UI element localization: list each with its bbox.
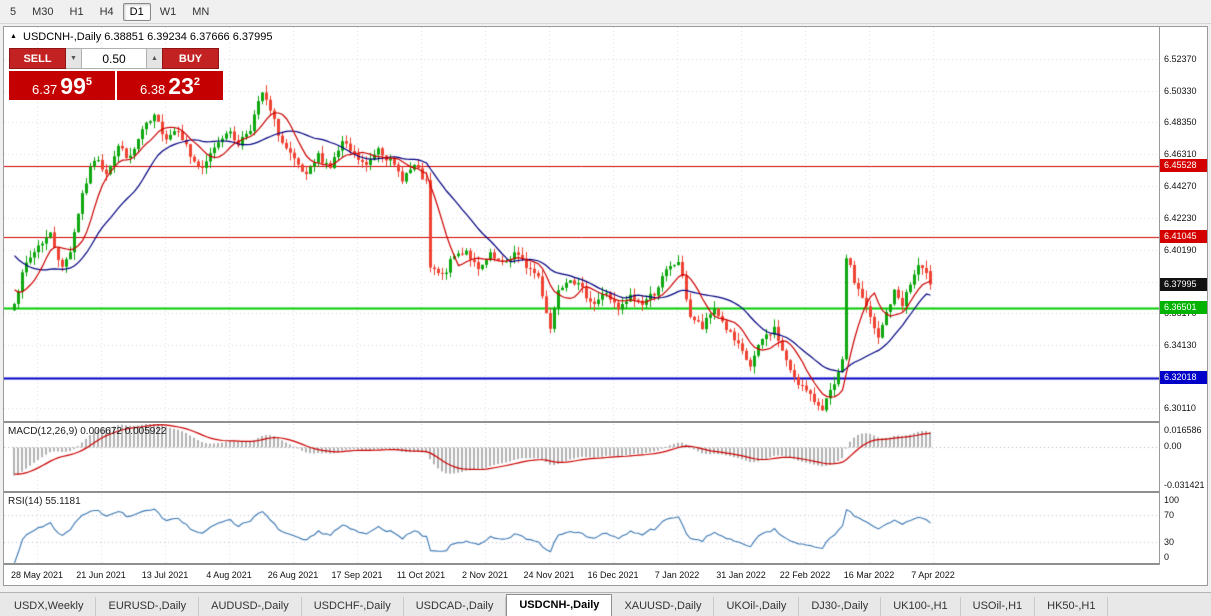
macd-axis-bottom: -0.031421 xyxy=(1164,480,1205,490)
chart-title: ▲ USDCNH-,Daily 6.38851 6.39234 6.37666 … xyxy=(10,31,273,43)
sell-price-big: 99 xyxy=(60,73,86,100)
date-label: 2 Nov 2021 xyxy=(461,570,509,580)
chart-tab-hk50-h1[interactable]: HK50-,H1 xyxy=(1035,597,1109,616)
collapse-panel-icon[interactable]: ▲ xyxy=(10,33,17,40)
timeframe-button-w1[interactable]: W1 xyxy=(159,5,177,18)
macd-axis-top: 0.016586 xyxy=(1164,425,1202,435)
price-axis[interactable]: 6.52370 6.50330 6.48350 6.46310 6.44270 6.422… xyxy=(1159,27,1207,565)
price-badge-6.36501: 6.36501 xyxy=(1160,300,1207,314)
chart-tab-uk100-h1[interactable]: UK100-,H1 xyxy=(881,597,961,616)
chart-tab-usdx-weekly[interactable]: USDX,Weekly xyxy=(2,597,97,616)
timeframe-button-h1[interactable]: H1 xyxy=(69,5,84,18)
timeframe-button-h4[interactable]: H4 xyxy=(99,5,114,18)
macd-indicator-canvas[interactable] xyxy=(4,424,1159,491)
price-axis-label: 6.34130 xyxy=(1164,340,1197,351)
rsi-indicator-canvas[interactable] xyxy=(4,494,1159,563)
chart-window: ▲ USDCNH-,Daily 6.38851 6.39234 6.37666 … xyxy=(3,26,1208,586)
volume-input[interactable] xyxy=(81,48,147,69)
date-label: 22 Feb 2022 xyxy=(779,570,831,580)
rsi-axis-label: 70 xyxy=(1164,509,1175,520)
date-label: 7 Apr 2022 xyxy=(911,570,955,580)
panel-separator[interactable] xyxy=(4,563,1207,565)
price-axis-label: 6.46310 xyxy=(1164,148,1197,159)
buy-price-big: 23 xyxy=(168,73,194,100)
price-axis-label: 6.52370 xyxy=(1164,53,1197,64)
macd-label: MACD(12,26,9) 0.006672 0.005922 xyxy=(8,426,167,437)
chart-tab-usdchf-daily[interactable]: USDCHF-,Daily xyxy=(302,597,404,616)
price-badge-6.37995: 6.37995 xyxy=(1160,277,1207,291)
rsi-axis-label: 0 xyxy=(1164,552,1170,562)
rsi-axis-label: 30 xyxy=(1164,537,1175,548)
buy-button[interactable]: BUY xyxy=(162,48,219,69)
timeframe-button-d1[interactable]: D1 xyxy=(122,2,151,21)
buy-price-display[interactable]: 6.38 23 2 xyxy=(117,71,223,100)
buy-price-head: 6.38 xyxy=(139,81,166,97)
timeframe-toolbar: 5 M30 H1 H4 D1 W1 MN xyxy=(0,0,1211,24)
sell-price-head: 6.37 xyxy=(31,81,58,97)
date-label: 4 Aug 2021 xyxy=(206,570,252,580)
date-label: 21 Jun 2021 xyxy=(76,570,126,580)
buy-price-sup: 2 xyxy=(193,76,201,88)
chart-tab-dj30-daily[interactable]: DJ30-,Daily xyxy=(799,597,882,616)
macd-axis-zero: 0.00 xyxy=(1164,441,1182,451)
chart-tab-ukoil-daily[interactable]: UKOil-,Daily xyxy=(714,597,800,616)
chart-tab-usoil-h1[interactable]: USOil-,H1 xyxy=(961,597,1036,616)
rsi-label: RSI(14) 55.1181 xyxy=(8,496,81,507)
panel-separator[interactable] xyxy=(4,491,1207,493)
rsi-axis-label: 100 xyxy=(1164,495,1180,505)
chart-tab-eurusd-daily[interactable]: EURUSD-,Daily xyxy=(96,597,200,616)
timeframe-button-mn[interactable]: MN xyxy=(192,5,210,18)
chart-title-text: USDCNH-,Daily 6.38851 6.39234 6.37666 6.… xyxy=(23,31,273,43)
price-axis-label: 6.44270 xyxy=(1164,181,1197,191)
price-axis-label: 6.50330 xyxy=(1164,85,1197,96)
date-label: 16 Mar 2022 xyxy=(843,570,895,580)
chart-tab-xauusd-daily[interactable]: XAUUSD-,Daily xyxy=(612,597,715,616)
volume-increase-button[interactable]: ▲ xyxy=(147,48,162,69)
price-axis-label: 6.42230 xyxy=(1164,213,1197,224)
date-label: 13 Jul 2021 xyxy=(141,570,189,580)
date-label: 16 Dec 2021 xyxy=(587,570,639,580)
price-axis-label: 6.30110 xyxy=(1164,403,1196,414)
volume-decrease-button[interactable]: ▼ xyxy=(66,48,81,69)
chart-tab-bar: USDX,Weekly EURUSD-,Daily AUDUSD-,Daily USD… xyxy=(0,592,1211,616)
date-label: 11 Oct 2021 xyxy=(396,570,446,580)
date-label: 28 May 2021 xyxy=(10,570,64,580)
date-label: 26 Aug 2021 xyxy=(267,570,319,580)
date-label: 17 Sep 2021 xyxy=(331,570,383,580)
sell-price-sup: 5 xyxy=(85,76,93,88)
date-axis[interactable]: 28 May 2021 21 Jun 2021 13 Jul 2021 4 Aug 2… xyxy=(4,565,1159,585)
chart-tab-usdcnh-daily[interactable]: USDCNH-,Daily xyxy=(506,594,613,616)
date-label: 24 Nov 2021 xyxy=(523,570,575,580)
price-badge-6.32018: 6.32018 xyxy=(1160,371,1207,385)
price-axis-label: 6.48350 xyxy=(1164,116,1197,127)
timeframe-button-5[interactable]: 5 xyxy=(10,5,17,18)
sell-button[interactable]: SELL xyxy=(9,48,66,69)
panel-separator[interactable] xyxy=(4,421,1207,423)
date-label: 7 Jan 2022 xyxy=(654,570,700,580)
price-badge-6.41045: 6.41045 xyxy=(1160,229,1207,243)
sell-price-display[interactable]: 6.37 99 5 xyxy=(9,71,115,100)
price-badge-6.45528: 6.45528 xyxy=(1160,159,1207,173)
price-axis-label: 6.40190 xyxy=(1164,245,1197,256)
timeframe-button-m30[interactable]: M30 xyxy=(32,5,54,18)
chart-tab-usdcad-daily[interactable]: USDCAD-,Daily xyxy=(404,597,507,616)
date-label: 31 Jan 2022 xyxy=(716,570,766,580)
chart-tab-audusd-daily[interactable]: AUDUSD-,Daily xyxy=(199,597,302,616)
